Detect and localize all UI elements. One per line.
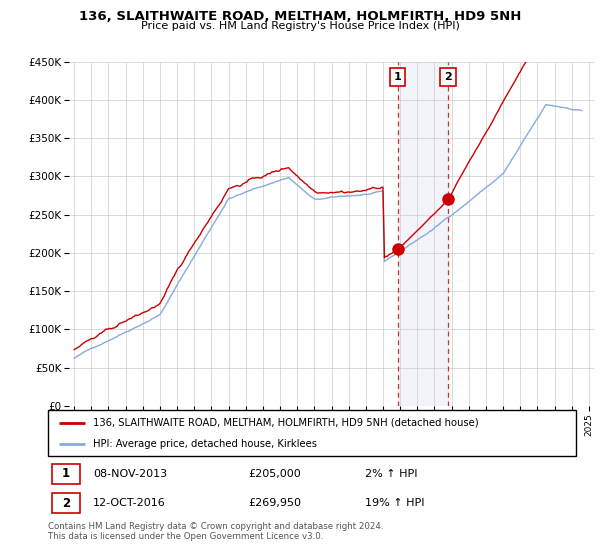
Text: 08-NOV-2013: 08-NOV-2013 [93, 469, 167, 479]
Text: Contains HM Land Registry data © Crown copyright and database right 2024.
This d: Contains HM Land Registry data © Crown c… [48, 522, 383, 542]
Text: 2: 2 [62, 497, 70, 510]
Text: 136, SLAITHWAITE ROAD, MELTHAM, HOLMFIRTH, HD9 5NH (detached house): 136, SLAITHWAITE ROAD, MELTHAM, HOLMFIRT… [93, 418, 479, 428]
Bar [52, 493, 80, 514]
Text: 1: 1 [62, 468, 70, 480]
Text: HPI: Average price, detached house, Kirklees: HPI: Average price, detached house, Kirk… [93, 439, 317, 449]
Text: £269,950: £269,950 [248, 498, 302, 508]
Text: 2: 2 [444, 72, 452, 82]
Bar [52, 464, 80, 484]
Text: 136, SLAITHWAITE ROAD, MELTHAM, HOLMFIRTH, HD9 5NH: 136, SLAITHWAITE ROAD, MELTHAM, HOLMFIRT… [79, 10, 521, 23]
Text: 19% ↑ HPI: 19% ↑ HPI [365, 498, 424, 508]
Text: Price paid vs. HM Land Registry's House Price Index (HPI): Price paid vs. HM Land Registry's House … [140, 21, 460, 31]
Bar [398, 62, 448, 406]
Text: £205,000: £205,000 [248, 469, 301, 479]
Text: 1: 1 [394, 72, 401, 82]
Text: 12-OCT-2016: 12-OCT-2016 [93, 498, 166, 508]
Text: 2% ↑ HPI: 2% ↑ HPI [365, 469, 418, 479]
